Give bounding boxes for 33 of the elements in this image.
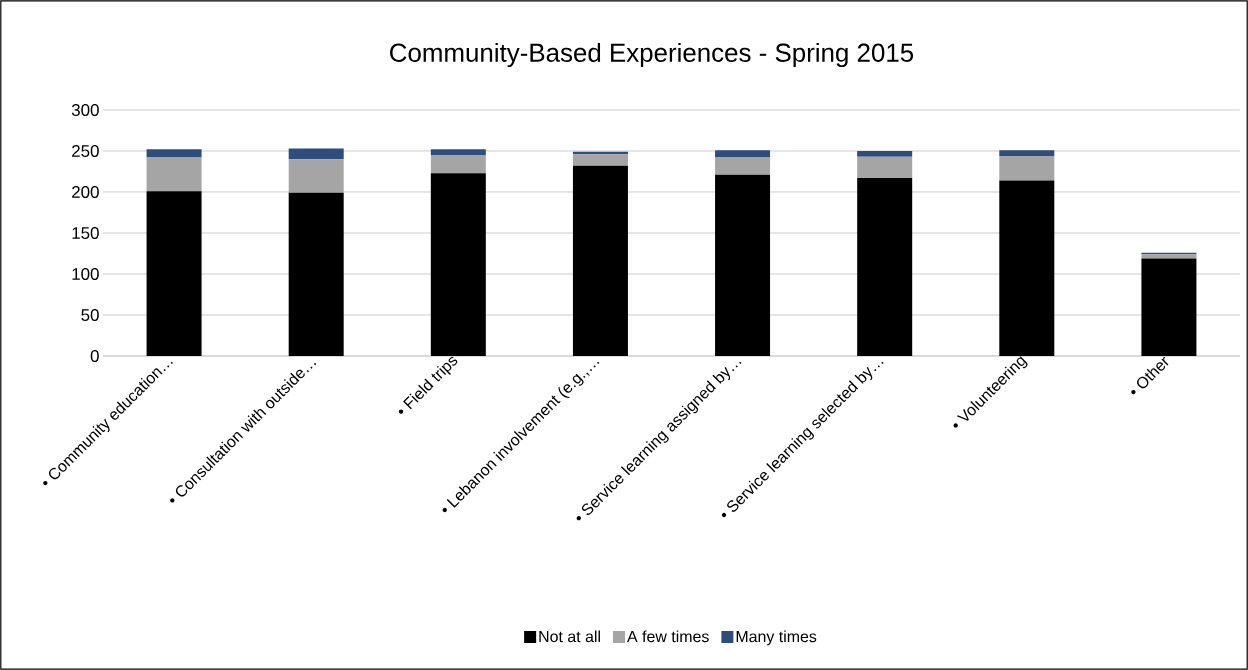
- y-tick-label: 250: [72, 144, 99, 157]
- bar: [999, 150, 1055, 156]
- bar: [857, 150, 913, 157]
- bar: [715, 150, 771, 158]
- bar: [288, 192, 344, 356]
- bar: [288, 148, 344, 160]
- bar: [715, 174, 771, 356]
- bar: [1141, 254, 1197, 259]
- bar: [857, 156, 913, 179]
- bar: [288, 159, 344, 193]
- bar: [1141, 258, 1197, 356]
- y-tick-label: 0: [90, 349, 99, 362]
- y-tick-label: 300: [71, 103, 99, 116]
- bar: [572, 154, 628, 166]
- bar: [999, 180, 1055, 356]
- y-tick-label: 150: [72, 226, 99, 239]
- bar: [430, 149, 486, 156]
- bar: [430, 155, 486, 174]
- bar: [430, 173, 486, 356]
- bar: [572, 165, 628, 356]
- legend-label: Not at all: [539, 630, 600, 643]
- bar: [857, 178, 913, 356]
- legend-label: Many times: [736, 630, 817, 646]
- y-tick-label: 200: [72, 185, 99, 198]
- y-tick-label: 50: [81, 308, 99, 321]
- legend-label: A few times: [627, 630, 709, 643]
- bar: [999, 155, 1055, 181]
- y-tick-label: 100: [72, 267, 99, 280]
- bar: [146, 157, 202, 192]
- bar: [146, 191, 202, 356]
- bar: [146, 149, 202, 158]
- bar: [715, 157, 771, 175]
- chart-title: Community-Based Experiences - Spring 2015: [390, 42, 914, 68]
